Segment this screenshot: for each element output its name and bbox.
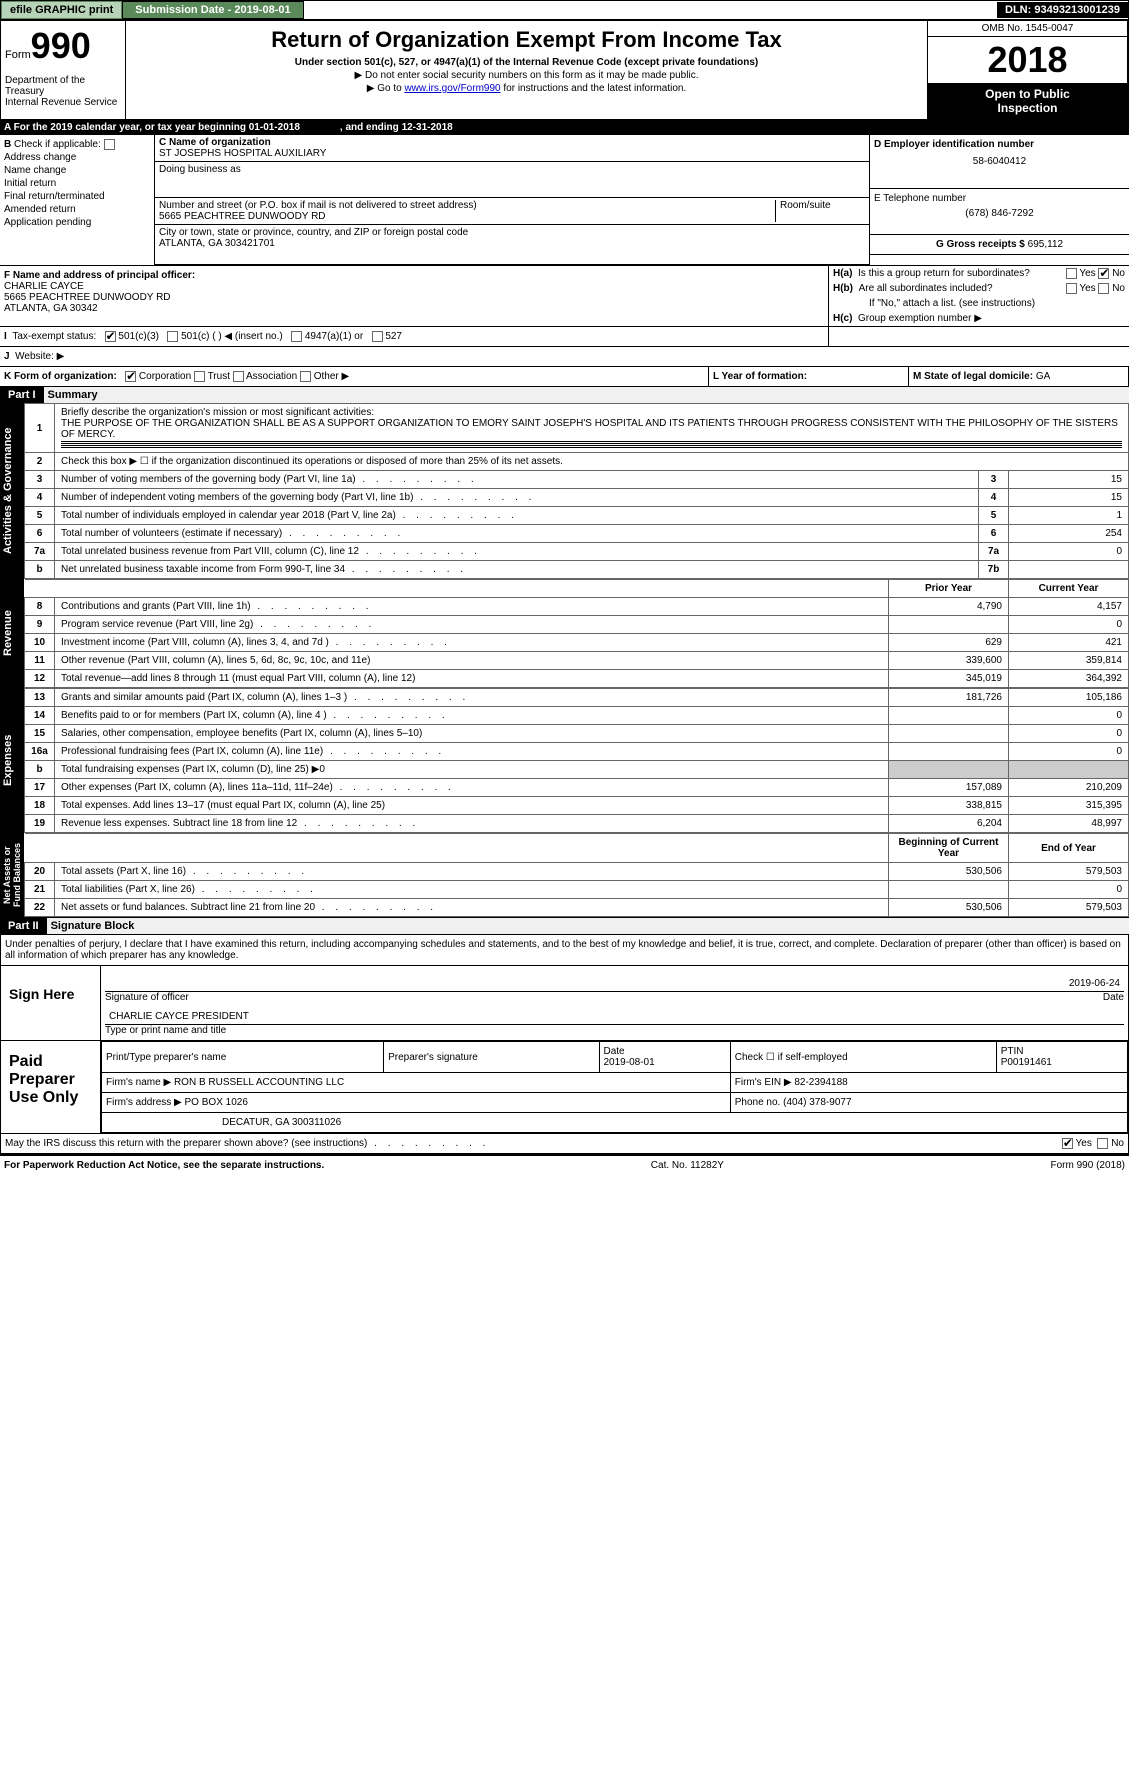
irs-link[interactable]: www.irs.gov/Form990 xyxy=(404,83,500,94)
check-applicable[interactable] xyxy=(104,139,115,150)
line5-val: 1 xyxy=(1009,507,1129,525)
link-note: ▶ Go to www.irs.gov/Form990 for instruct… xyxy=(132,83,921,94)
4947-checkbox[interactable] xyxy=(291,331,302,342)
name-change-checkbox[interactable]: Name change xyxy=(4,165,150,176)
line7a-val: 0 xyxy=(1009,543,1129,561)
section-klm: K Form of organization: Corporation Trus… xyxy=(0,366,1129,386)
form-title: Return of Organization Exempt From Incom… xyxy=(132,27,921,53)
501c3-checkbox[interactable] xyxy=(105,331,116,342)
omb-number: OMB No. 1545-0047 xyxy=(928,21,1127,37)
tab-expenses: Expenses xyxy=(0,688,24,833)
top-bar: efile GRAPHIC print Submission Date - 20… xyxy=(0,0,1129,20)
ssn-note: ▶ Do not enter social security numbers o… xyxy=(132,70,921,81)
final-return-checkbox[interactable]: Final return/terminated xyxy=(4,191,150,202)
firm-name: RON B RUSSELL ACCOUNTING LLC xyxy=(174,1077,344,1088)
initial-return-checkbox[interactable]: Initial return xyxy=(4,178,150,189)
section-b-g: B Check if applicable: Address change Na… xyxy=(0,135,1129,265)
page-footer: For Paperwork Reduction Act Notice, see … xyxy=(0,1154,1129,1175)
telephone: (678) 846-7292 xyxy=(874,208,1125,219)
ha-no[interactable] xyxy=(1098,268,1109,279)
firm-ein: 82-2394188 xyxy=(794,1077,847,1088)
perjury-declaration: Under penalties of perjury, I declare th… xyxy=(1,935,1128,966)
efile-print-button[interactable]: efile GRAPHIC print xyxy=(1,1,122,19)
officer-addr2: ATLANTA, GA 30342 xyxy=(4,303,98,314)
527-checkbox[interactable] xyxy=(372,331,383,342)
mission-text: THE PURPOSE OF THE ORGANIZATION SHALL BE… xyxy=(61,418,1118,440)
revenue-table: Prior YearCurrent Year 8Contributions an… xyxy=(24,579,1129,688)
sign-here-label: Sign Here xyxy=(1,966,101,1040)
city-state-zip: ATLANTA, GA 303421701 xyxy=(159,238,865,249)
firm-addr2: DECATUR, GA 300311026 xyxy=(102,1113,1128,1133)
line7b-val xyxy=(1009,561,1129,579)
line3-val: 15 xyxy=(1009,471,1129,489)
paid-preparer-label: Paid Preparer Use Only xyxy=(1,1041,101,1133)
ein: 58-6040412 xyxy=(874,156,1125,167)
assoc-checkbox[interactable] xyxy=(233,371,244,382)
form-header: Form990 Department of the Treasury Inter… xyxy=(0,20,1129,120)
addr-change-checkbox[interactable]: Address change xyxy=(4,152,150,163)
trust-checkbox[interactable] xyxy=(194,371,205,382)
hb-yes[interactable] xyxy=(1066,283,1077,294)
open-inspection: Open to Public Inspection xyxy=(928,83,1127,119)
prep-date: 2019-08-01 xyxy=(604,1057,655,1068)
section-i: I Tax-exempt status: 501(c)(3) 501(c) ( … xyxy=(0,326,1129,346)
submission-date: Submission Date - 2019-08-01 xyxy=(122,1,303,19)
other-checkbox[interactable] xyxy=(300,371,311,382)
ha-yes[interactable] xyxy=(1066,268,1077,279)
amended-return-checkbox[interactable]: Amended return xyxy=(4,204,150,215)
governance-table: 1 Briefly describe the organization's mi… xyxy=(24,403,1129,579)
part-ii-header: Part IISignature Block xyxy=(0,917,1129,934)
corp-checkbox[interactable] xyxy=(125,371,136,382)
discuss-no[interactable] xyxy=(1097,1138,1108,1149)
line6-val: 254 xyxy=(1009,525,1129,543)
section-f-h: F Name and address of principal officer:… xyxy=(0,265,1129,326)
net-assets-table: Beginning of Current YearEnd of Year 20T… xyxy=(24,833,1129,917)
expenses-table: 13Grants and similar amounts paid (Part … xyxy=(24,688,1129,833)
paid-preparer-table: Print/Type preparer's namePreparer's sig… xyxy=(101,1041,1128,1133)
dept-treasury: Department of the Treasury Internal Reve… xyxy=(1,71,125,112)
officer-name: CHARLIE CAYCE xyxy=(4,281,84,292)
501c-checkbox[interactable] xyxy=(167,331,178,342)
line4-val: 15 xyxy=(1009,489,1129,507)
tax-year: 2018 xyxy=(928,37,1127,83)
part-i-header: Part ISummary xyxy=(0,386,1129,403)
street-address: 5665 PEACHTREE DUNWOODY RD xyxy=(159,211,775,222)
hb-no[interactable] xyxy=(1098,283,1109,294)
officer-addr1: 5665 PEACHTREE DUNWOODY RD xyxy=(4,292,171,303)
org-name: ST JOSEPHS HOSPITAL AUXILIARY xyxy=(159,148,865,159)
tab-net-assets: Net Assets or Fund Balances xyxy=(0,833,24,917)
discuss-yes[interactable] xyxy=(1062,1138,1073,1149)
gross-receipts: 695,112 xyxy=(1028,239,1063,250)
dln: DLN: 93493213001239 xyxy=(997,2,1128,18)
form-number: Form990 xyxy=(1,21,125,71)
ptin: P00191461 xyxy=(1001,1057,1052,1068)
discuss-row: May the IRS discuss this return with the… xyxy=(1,1133,1128,1153)
sig-date: 2019-06-24 xyxy=(1069,978,1120,989)
form-subtitle: Under section 501(c), 527, or 4947(a)(1)… xyxy=(132,57,921,68)
domicile-state: GA xyxy=(1036,371,1050,382)
tab-governance: Activities & Governance xyxy=(0,403,24,579)
firm-addr: PO BOX 1026 xyxy=(185,1097,248,1108)
section-j-website: J Website: ▶ xyxy=(0,346,1129,366)
officer-signature-name: CHARLIE CAYCE PRESIDENT xyxy=(109,1011,249,1022)
tab-revenue: Revenue xyxy=(0,579,24,688)
app-pending-checkbox[interactable]: Application pending xyxy=(4,217,150,228)
firm-phone: (404) 378-9077 xyxy=(783,1097,851,1108)
row-a-tax-year: A For the 2019 calendar year, or tax yea… xyxy=(0,120,1129,135)
signature-block: Under penalties of perjury, I declare th… xyxy=(0,934,1129,1154)
